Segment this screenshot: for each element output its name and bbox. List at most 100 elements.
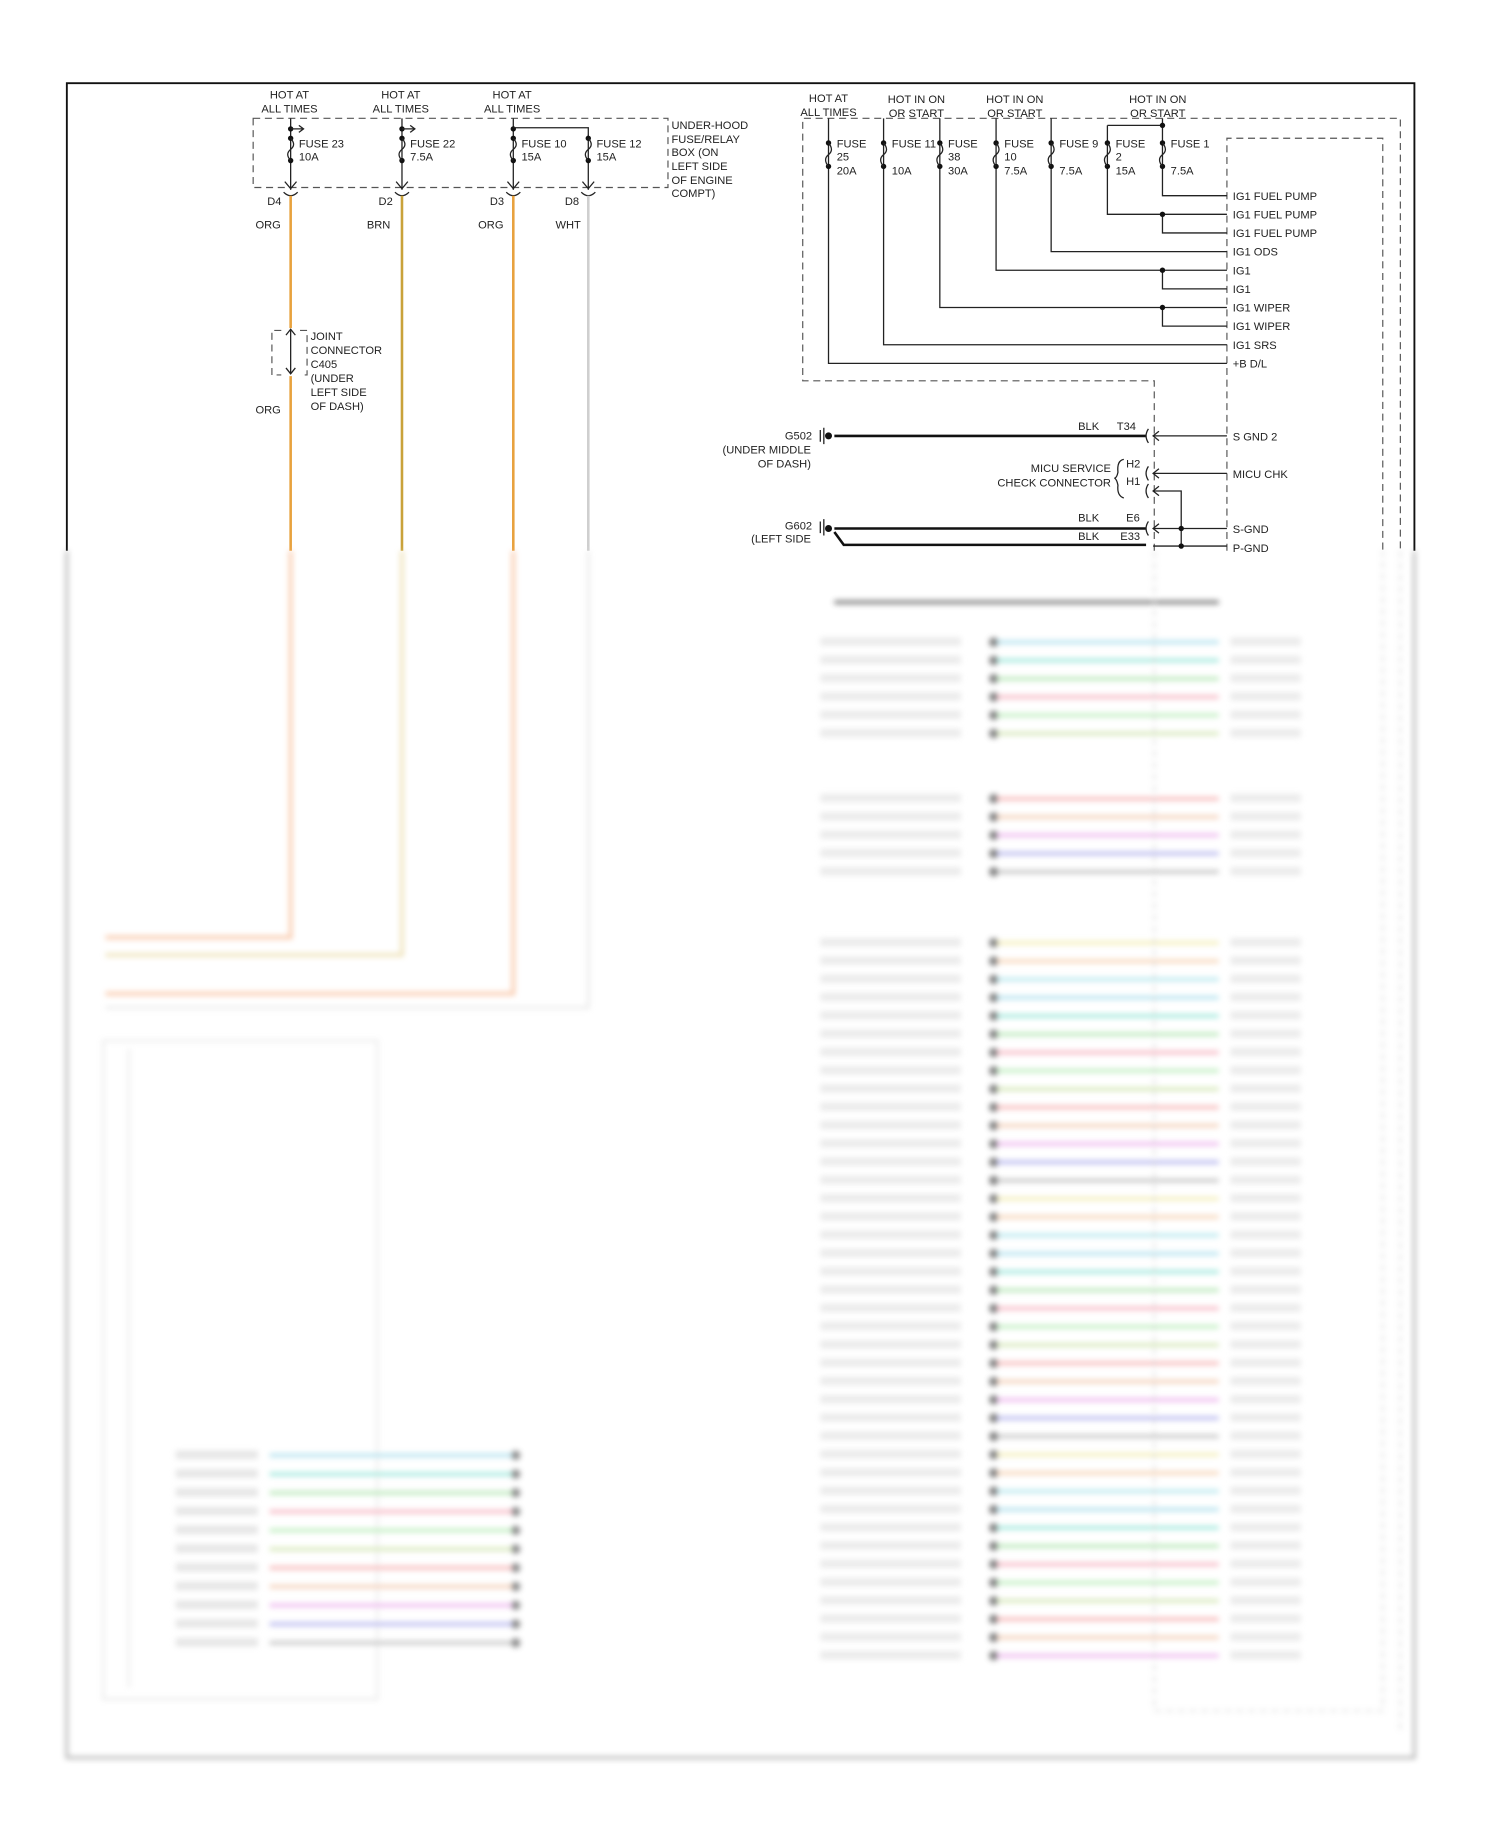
text-blur: [175, 1581, 258, 1591]
dot: [510, 1525, 521, 1536]
text-blur: [820, 794, 961, 803]
dot: [989, 1449, 999, 1460]
dot: [989, 1084, 999, 1094]
text-blur: [175, 1638, 258, 1647]
wire-color-label: ORG: [256, 405, 281, 417]
text-blur: [1230, 1267, 1301, 1276]
text-blur: [820, 1248, 961, 1258]
diagram-frame: [65, 82, 1416, 551]
output-signal-label: IG1 SRS: [1233, 340, 1277, 352]
ground-section: G502 (UNDER MIDDLE OF DASH) BLK T34 S GN…: [723, 421, 1289, 555]
dot: [989, 637, 999, 647]
header-text: OR START: [987, 108, 1042, 120]
output-signal-label: +B D/L: [1233, 358, 1267, 370]
dot: [510, 1600, 521, 1611]
header-text: HOT IN ON: [888, 94, 945, 106]
text-blur: [820, 1632, 961, 1641]
dot: [989, 1175, 999, 1186]
ground-location: (UNDER MIDDLE: [723, 444, 811, 456]
signal-label: MICU CHK: [1233, 469, 1289, 481]
text-blur: [1230, 1431, 1301, 1440]
label: OF ENGINE: [671, 175, 732, 187]
fuse-label: 7.5A: [1059, 166, 1082, 178]
fuse-right-4: FUSE 9 7.5A: [1047, 118, 1227, 253]
text-blur: [1230, 1376, 1301, 1386]
fuse-icon: [880, 142, 888, 167]
dot: [989, 956, 999, 966]
box: [102, 1039, 378, 1700]
wire-color-label: BLK: [1078, 421, 1100, 433]
arrow-icon: [401, 124, 416, 133]
dot: [989, 1120, 999, 1131]
dot: [989, 992, 999, 1003]
dot: [510, 1544, 521, 1554]
text-blur: [820, 1120, 961, 1130]
wire-color-label: BRN: [367, 220, 391, 232]
wire: [1050, 118, 1227, 253]
pin-label: D2: [379, 196, 393, 208]
dot: [989, 1139, 999, 1149]
text-blur: [820, 1376, 961, 1386]
header-text: ALL TIMES: [373, 103, 429, 115]
wire: [105, 550, 590, 1009]
junction-dot: [1159, 304, 1166, 311]
text-blur: [820, 1175, 961, 1184]
text-blur: [175, 1469, 258, 1478]
dot: [510, 1469, 521, 1479]
text-blur: [1230, 1559, 1301, 1568]
text-blur: [820, 830, 961, 839]
pin-label: E6: [1126, 512, 1140, 524]
header-text: HOT AT: [809, 93, 848, 105]
dot: [989, 1504, 999, 1515]
dot: [989, 1303, 999, 1314]
fuse-label: FUSE: [837, 139, 867, 151]
pin-label: T34: [1117, 421, 1136, 433]
fuse-rating: 15A: [522, 152, 542, 164]
fuse-label: 10: [1004, 152, 1016, 164]
fuse-right-1: FUSE 11 10A: [880, 118, 1227, 346]
micu-outer-box: [802, 117, 1401, 551]
signal-label: S GND 2: [1233, 432, 1278, 444]
output-signal-label: IG1 WIPER: [1233, 303, 1291, 315]
ground-location: (LEFT SIDE: [751, 534, 811, 546]
pin-label: H1: [1126, 476, 1140, 488]
dot: [510, 1638, 521, 1648]
text-blur: [820, 1486, 961, 1495]
text-blur: [175, 1563, 258, 1572]
header-text: HOT AT: [493, 89, 532, 101]
fuse-icon: [1047, 142, 1055, 167]
joint-connector-c405: JOINT CONNECTOR C405 (UNDER LEFT SIDE OF…: [256, 328, 382, 417]
dot: [989, 1047, 999, 1058]
text-blur: [820, 938, 961, 947]
text-blur: [1230, 848, 1301, 858]
fuse-icon: [398, 137, 406, 161]
fuse-label: FUSE: [1004, 139, 1034, 151]
text-blur: [820, 1066, 961, 1075]
wire-color-label: WHT: [555, 220, 581, 232]
fuse-icon: [992, 142, 1000, 167]
fuse-name: FUSE 10: [522, 139, 567, 151]
ground-icon: [819, 519, 825, 536]
ground-g602: G602 (LEFT SIDE BLK E6 BLK E33 S-GND P-G…: [751, 512, 1268, 554]
frame: [65, 550, 1416, 1759]
text-blur: [820, 1468, 961, 1477]
wire: [827, 118, 1227, 365]
wire: [1161, 118, 1227, 197]
fuse-label: FUSE 9: [1059, 139, 1098, 151]
dot: [989, 1614, 999, 1624]
text-blur: [1230, 1632, 1301, 1641]
dot: [989, 1157, 999, 1167]
dot: [989, 1340, 999, 1350]
fuse-label: FUSE 1: [1171, 139, 1210, 151]
dot: [989, 1559, 999, 1570]
text-blur: [1230, 812, 1301, 821]
wire: [939, 118, 1227, 309]
fuse-name: FUSE 22: [410, 139, 455, 151]
text-blur: [175, 1450, 258, 1459]
dot: [989, 1577, 999, 1588]
fuse-icon: [509, 137, 517, 161]
text-blur: [820, 674, 961, 683]
